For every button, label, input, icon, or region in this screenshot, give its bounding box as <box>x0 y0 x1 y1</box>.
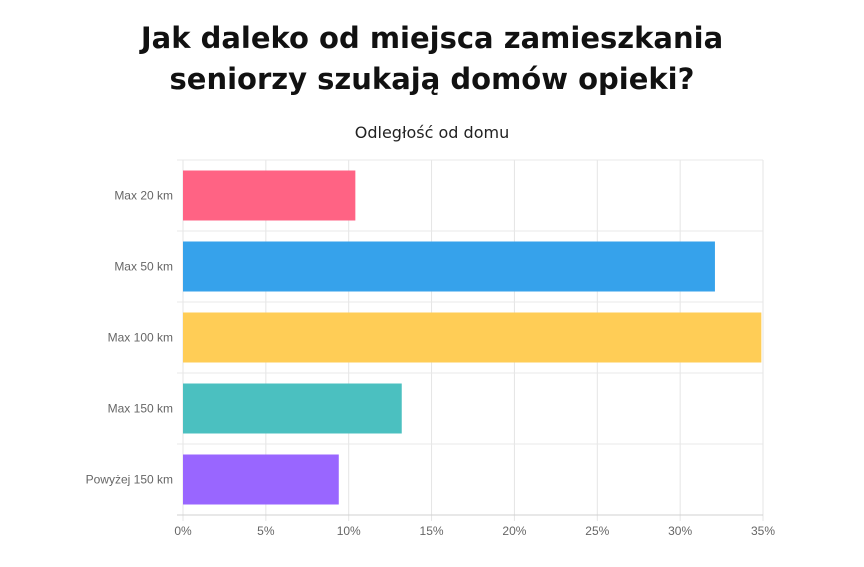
x-tick-label: 25% <box>585 524 609 538</box>
y-tick-label: Powyżej 150 km <box>86 473 173 487</box>
x-tick-label: 5% <box>257 524 275 538</box>
y-tick-label: Max 150 km <box>108 402 173 416</box>
chart-title-line-2: seniorzy szukają domów opieki? <box>169 62 695 96</box>
chart-title: Jak daleko od miejsca zamieszkania senio… <box>0 18 864 100</box>
x-tick-label: 20% <box>502 524 526 538</box>
x-tick-label: 10% <box>337 524 361 538</box>
y-tick-label: Max 100 km <box>108 331 173 345</box>
x-tick-label: 30% <box>668 524 692 538</box>
bar-max-20-km <box>183 170 356 221</box>
chart-title-line-1: Jak daleko od miejsca zamieszkania <box>140 21 724 55</box>
bar-max-150-km <box>183 383 402 434</box>
x-tick-label: 0% <box>174 524 192 538</box>
chart-subtitle: Odległość od domu <box>354 123 510 142</box>
bar-max-50-km <box>183 241 715 292</box>
y-tick-label: Max 50 km <box>114 260 173 274</box>
x-tick-label: 15% <box>420 524 444 538</box>
x-tick-label: 35% <box>751 524 775 538</box>
y-tick-label: Max 20 km <box>114 189 173 203</box>
bar-powy-ej-150-km <box>183 454 339 505</box>
bar-max-100-km <box>183 312 762 363</box>
